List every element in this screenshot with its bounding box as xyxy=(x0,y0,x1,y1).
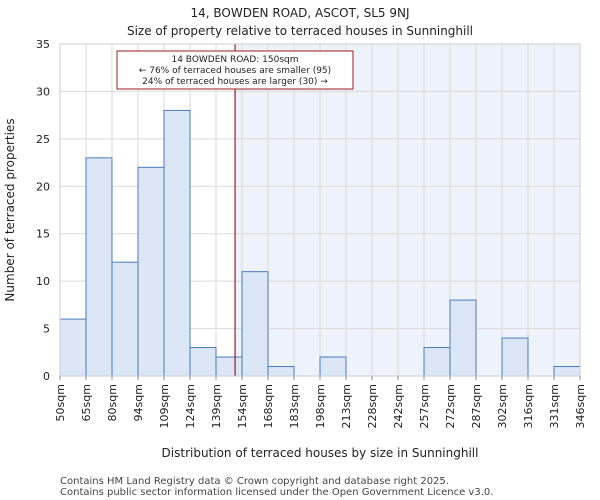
y-axis-ticks: 0 5 10 15 20 25 30 35 xyxy=(36,38,50,383)
y-tick-label: 0 xyxy=(43,370,50,383)
footer-line-1: Contains HM Land Registry data © Crown c… xyxy=(60,476,449,487)
bars xyxy=(59,109,581,377)
bar-257sqm xyxy=(423,347,451,377)
bar-124sqm xyxy=(189,347,217,377)
x-tick-label: 198sqm xyxy=(314,384,327,428)
y-tick-label: 20 xyxy=(36,180,50,193)
x-tick-label: 331sqm xyxy=(548,384,561,428)
x-axis-ticks: 50sqm 65sqm 80sqm 94sqm 109sqm 124sqm 139sqm 15… xyxy=(54,376,587,428)
plot-area xyxy=(59,43,581,377)
bar-272sqm xyxy=(449,299,477,377)
bar-65sqm xyxy=(85,157,113,377)
x-tick-label: 213sqm xyxy=(340,384,353,428)
x-tick-label: 287sqm xyxy=(470,384,483,428)
bar-50sqm xyxy=(59,318,87,377)
y-tick-label: 35 xyxy=(36,38,50,51)
x-tick-label: 109sqm xyxy=(158,384,171,428)
x-tick-label: 168sqm xyxy=(262,384,275,428)
x-axis-label: Distribution of terraced houses by size … xyxy=(162,446,479,460)
x-tick-label: 346sqm xyxy=(574,384,587,428)
x-tick-label: 94sqm xyxy=(132,384,145,421)
bar-198sqm xyxy=(319,356,347,377)
bar-302sqm xyxy=(501,337,529,377)
x-tick-label: 257sqm xyxy=(418,384,431,428)
x-tick-label: 242sqm xyxy=(392,384,405,428)
annotation-line-3: 24% of terraced houses are larger (30) → xyxy=(142,77,328,87)
bar-154sqm xyxy=(241,271,269,377)
x-tick-label: 80sqm xyxy=(106,384,119,421)
x-tick-label: 183sqm xyxy=(288,384,301,428)
x-tick-label: 65sqm xyxy=(80,384,93,421)
bar-94sqm xyxy=(137,166,165,377)
x-tick-label: 50sqm xyxy=(54,384,67,421)
bar-80sqm xyxy=(111,261,139,377)
bar-168sqm xyxy=(267,366,295,377)
x-tick-label: 139sqm xyxy=(210,384,223,428)
x-tick-label: 272sqm xyxy=(444,384,457,428)
y-tick-label: 10 xyxy=(36,275,50,288)
y-axis-label: Number of terraced properties xyxy=(3,118,17,301)
y-tick-label: 5 xyxy=(43,323,50,336)
x-tick-label: 124sqm xyxy=(184,384,197,428)
chart-title: 14, BOWDEN ROAD, ASCOT, SL5 9NJ xyxy=(190,6,409,20)
bar-139sqm xyxy=(215,356,243,377)
property-annotation: 14 BOWDEN ROAD: 150sqm ← 76% of terraced… xyxy=(116,50,354,90)
x-tick-label: 228sqm xyxy=(366,384,379,428)
x-tick-label: 316sqm xyxy=(522,384,535,428)
chart-subtitle: Size of property relative to terraced ho… xyxy=(127,24,473,38)
footer-line-2: Contains public sector information licen… xyxy=(60,487,493,498)
y-tick-label: 30 xyxy=(36,85,50,98)
bar-109sqm xyxy=(163,109,191,377)
y-tick-label: 15 xyxy=(36,228,50,241)
x-tick-label: 302sqm xyxy=(496,384,509,428)
annotation-border xyxy=(116,50,354,90)
bar-331sqm xyxy=(553,366,581,377)
annotation-line-1: 14 BOWDEN ROAD: 150sqm xyxy=(171,55,298,65)
x-tick-label: 154sqm xyxy=(236,384,249,428)
annotation-line-2: ← 76% of terraced houses are smaller (95… xyxy=(139,66,331,76)
y-tick-label: 25 xyxy=(36,133,50,146)
larger-properties-shade xyxy=(235,44,581,376)
